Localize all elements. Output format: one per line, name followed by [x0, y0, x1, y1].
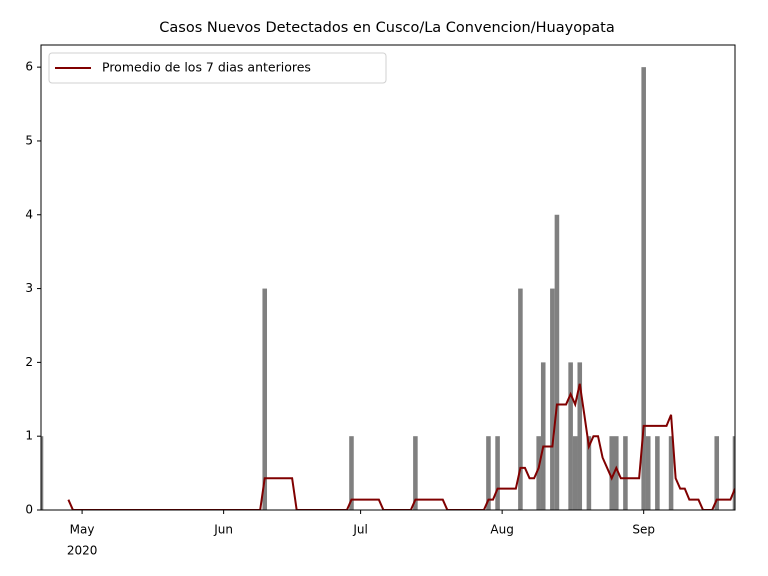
legend-label: Promedio de los 7 dias anteriores [102, 60, 311, 75]
y-tick-label: 4 [25, 207, 33, 221]
bar [623, 436, 628, 510]
bar [536, 436, 541, 510]
bar [732, 436, 735, 510]
bar [518, 288, 523, 510]
x-tick-year: 2020 [67, 544, 98, 558]
bar [586, 436, 592, 510]
y-tick-label: 0 [25, 503, 33, 517]
legend-box [48, 52, 387, 84]
bar [41, 436, 44, 510]
bar [495, 436, 500, 510]
bar [655, 436, 660, 510]
bar [413, 436, 418, 510]
bar [486, 436, 491, 510]
bar [554, 214, 560, 510]
bar [614, 436, 619, 510]
bar [668, 436, 674, 510]
x-tick-label: Aug [490, 523, 513, 537]
bar [349, 436, 354, 510]
bar [645, 436, 651, 510]
y-tick-label: 3 [25, 281, 33, 295]
x-tick-label: Jul [352, 523, 367, 537]
y-tick-label: 6 [25, 60, 33, 74]
bar [577, 362, 583, 510]
x-tick-label: Sep [632, 523, 655, 537]
chart-title: Casos Nuevos Detectados en Cusco/La Conv… [159, 20, 614, 36]
y-tick-label: 5 [25, 133, 33, 147]
bar [540, 362, 546, 510]
bar [262, 288, 268, 510]
bar [641, 67, 646, 510]
bar [550, 288, 555, 510]
bar [572, 436, 578, 510]
x-tick-label: May [70, 523, 95, 537]
bar [568, 362, 573, 510]
bar [609, 436, 615, 510]
x-tick-label: Jun [213, 523, 233, 537]
y-tick-label: 1 [25, 429, 33, 443]
axes-frame [40, 44, 736, 511]
bar [714, 436, 720, 510]
y-tick-label: 2 [25, 355, 33, 369]
line [67, 383, 735, 510]
